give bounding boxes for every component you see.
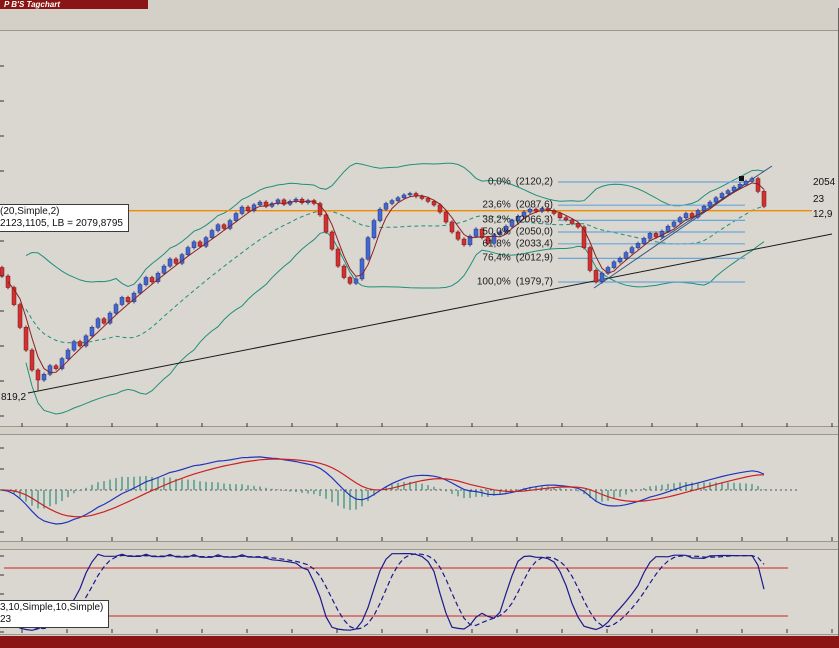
- window-titlebar[interactable]: P B'S Tagchart: [0, 0, 148, 9]
- right-axis-label: 23: [813, 194, 825, 205]
- price-chart-panel[interactable]: [0, 30, 839, 427]
- bollinger-tooltip-values: 2123,1105, LB = 2079,8795: [0, 218, 123, 229]
- bollinger-tooltip-params: (20,Simple,2): [0, 206, 60, 217]
- right-axis-label: 12,9: [813, 209, 833, 220]
- stochastic-tooltip: 3,10,Simple,10,Simple) 23: [0, 600, 110, 628]
- right-axis-label: 2054: [813, 177, 836, 188]
- stochastic-indicator-panel[interactable]: [0, 549, 839, 635]
- stochastic-tooltip-values: 23: [0, 614, 12, 625]
- stochastic-tooltip-params: 3,10,Simple,10,Simple): [0, 602, 104, 613]
- window-title: P B'S Tagchart: [4, 0, 60, 9]
- window-bottom-bar: [0, 636, 839, 648]
- bollinger-tooltip: (20,Simple,2) 2123,1105, LB = 2079,8795: [0, 204, 129, 232]
- swing-low-price-label: 819,2: [1, 392, 27, 403]
